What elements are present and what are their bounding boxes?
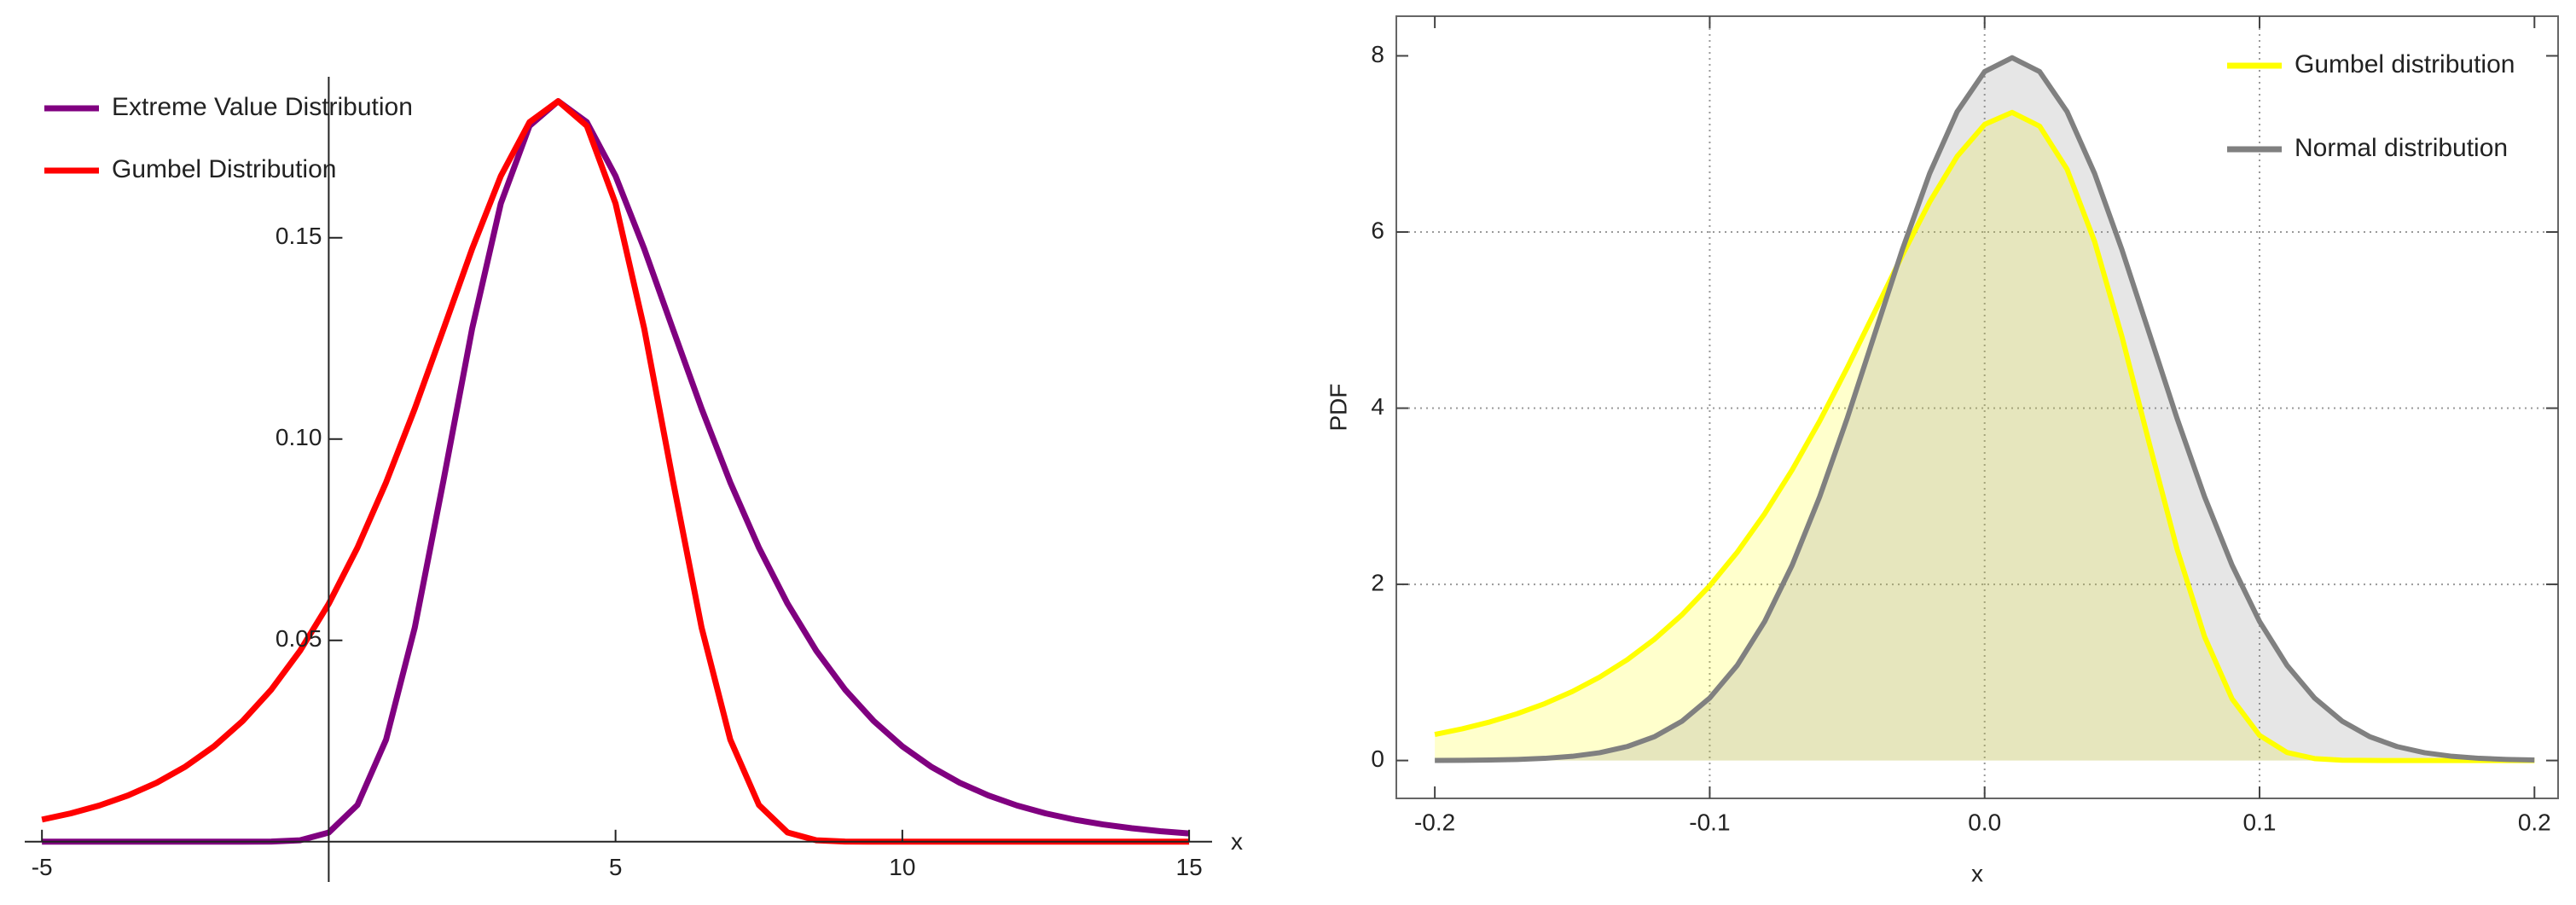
x-tick-label: 0.1: [2243, 809, 2277, 835]
y-tick-label: 4: [1371, 393, 1384, 420]
legend-label: Extreme Value Distribution: [112, 93, 413, 121]
y-tick-label: 6: [1371, 217, 1384, 243]
x-tick-label: 0.2: [2518, 809, 2551, 835]
area-fill: [1435, 57, 2535, 761]
y-axis-label: PDF: [1325, 384, 1351, 432]
y-tick-label: 0: [1371, 745, 1384, 772]
legend-label: Gumbel distribution: [2295, 50, 2515, 78]
series-line: [1434, 109, 2535, 763]
y-tick-label: 2: [1371, 569, 1384, 595]
x-tick-label: 15: [1176, 854, 1203, 880]
x-tick-label: 5: [609, 854, 623, 880]
x-axis-label: x: [1971, 860, 1983, 886]
x-tick-label: -0.1: [1689, 809, 1730, 835]
x-axis-label: x: [1231, 828, 1243, 855]
y-tick-label: 0.15: [276, 223, 322, 249]
y-tick-label: 0.10: [276, 424, 322, 450]
x-tick-label: 0.0: [1968, 809, 2001, 835]
legend-label: Normal distribution: [2295, 134, 2508, 162]
series-line: [1435, 55, 2535, 763]
x-tick-label: -5: [32, 854, 53, 880]
area-fill: [1435, 112, 2535, 761]
plot-frame: [1395, 15, 2559, 799]
series-line: [41, 98, 1190, 845]
x-tick-label: 10: [889, 854, 915, 880]
x-tick-label: -0.2: [1414, 809, 1455, 835]
y-tick-label: 8: [1371, 41, 1384, 67]
legend-label: Gumbel Distribution: [112, 155, 336, 183]
y-tick-label: 0.05: [276, 625, 322, 652]
